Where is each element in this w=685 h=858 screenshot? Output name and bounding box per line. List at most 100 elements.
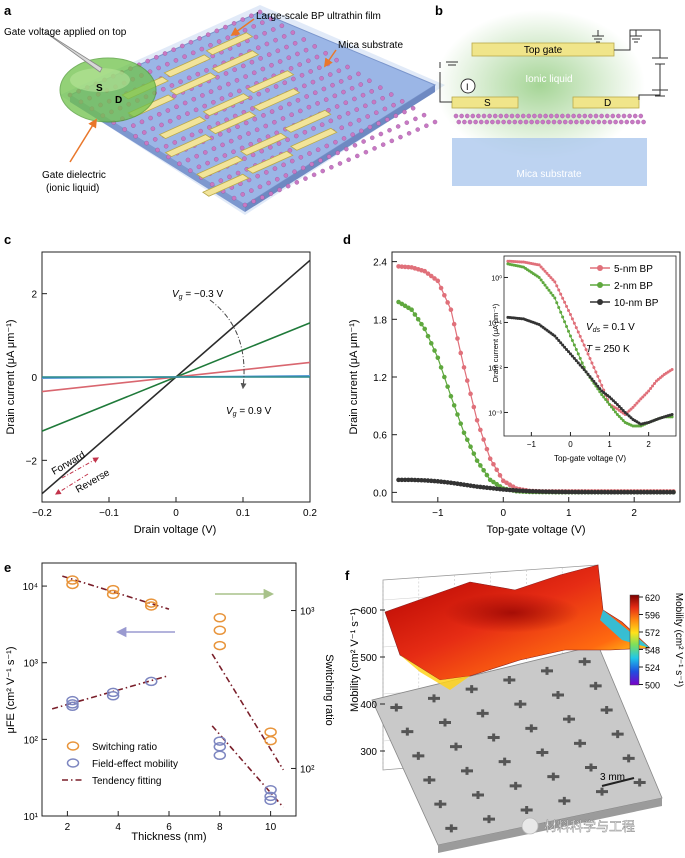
inset-data-point	[598, 379, 602, 383]
legend-label-d: 5-nm BP	[614, 264, 653, 275]
bp-atom	[237, 135, 243, 140]
data-point-d	[438, 285, 444, 291]
data-point-e	[213, 750, 227, 761]
bp-atom	[363, 149, 369, 155]
bp-atom	[520, 113, 526, 119]
inset-data-point	[615, 403, 619, 407]
bp-atom	[453, 113, 459, 119]
bp-atom	[258, 56, 263, 61]
y-tick-label-c: 2	[31, 290, 37, 301]
bp-atom	[315, 101, 320, 106]
vg-top-label: Vg = −0.3 V	[172, 289, 223, 301]
bp-atom	[532, 113, 537, 119]
bp-atom	[232, 67, 237, 72]
bp-atom	[152, 137, 158, 142]
data-point-d	[422, 478, 428, 483]
data-point-d	[589, 489, 594, 495]
bp-atom	[473, 119, 478, 125]
data-point-d	[458, 421, 464, 426]
bp-atom	[161, 86, 166, 92]
bp-atom	[208, 89, 214, 94]
bp-atom	[216, 39, 222, 44]
panel-label-d: d	[343, 232, 351, 247]
bp-atom	[300, 165, 306, 171]
data-point-d	[628, 489, 634, 495]
bp-atom	[602, 119, 607, 125]
bp-atom	[268, 191, 274, 196]
data-point-e	[66, 701, 79, 712]
bp-atom	[154, 55, 159, 60]
bp-atom	[235, 124, 240, 129]
data-point-d	[451, 321, 457, 327]
inset-data-point	[561, 343, 565, 347]
inset-data-point	[559, 310, 563, 314]
bp-atom	[222, 153, 228, 158]
bp-atom	[191, 96, 197, 102]
inset-data-point	[557, 338, 561, 342]
data-point-d	[484, 472, 490, 478]
lines-c	[41, 259, 311, 495]
bp-atom	[306, 58, 311, 64]
bp-atom	[540, 119, 546, 125]
right-ylabel-e: Switching ratio	[323, 654, 335, 726]
colorbar-tick-label: 548	[645, 646, 660, 656]
gate-voltage-label: Gate voltage applied on top	[4, 27, 127, 38]
data-point-d	[514, 488, 519, 493]
inset-data-point	[613, 401, 617, 405]
bp-atom	[319, 76, 324, 81]
y-tick-label-c: 0	[31, 373, 37, 384]
inset-data-point	[649, 387, 653, 391]
bp-atom	[260, 20, 265, 25]
electrode-pad	[205, 32, 254, 56]
inset-data-point	[656, 377, 660, 381]
inset-data-point	[592, 379, 596, 383]
bp-atom	[173, 58, 179, 63]
bp-atom	[251, 198, 256, 204]
data-point-d	[455, 412, 460, 417]
inset-data-point	[653, 382, 656, 386]
inset-x-tick-label: 2	[646, 440, 651, 449]
bp-atom	[297, 62, 302, 67]
bp-atom	[554, 113, 560, 119]
data-point-d	[409, 307, 414, 312]
data-point-d	[399, 477, 405, 483]
data-point-d	[559, 489, 565, 495]
bp-atom	[198, 128, 203, 134]
bp-atom	[217, 85, 222, 91]
inset-data-point	[594, 382, 598, 386]
bp-atom	[255, 173, 260, 179]
bp-atom	[298, 155, 304, 160]
bp-atom	[374, 110, 379, 115]
bp-atom	[534, 119, 540, 125]
inset-data-point	[600, 393, 604, 397]
inset-data-point	[539, 278, 543, 282]
bp-atom	[509, 113, 515, 119]
x-tick-label-d: 0	[500, 508, 506, 519]
bp-atom	[242, 27, 248, 33]
legend-label-e: Tendency fitting	[92, 776, 162, 787]
bp-atom	[195, 71, 201, 77]
bp-atom	[332, 93, 338, 99]
top-gate-label: Top gate	[524, 45, 563, 56]
data-point-d	[654, 489, 660, 495]
data-point-d	[481, 467, 486, 473]
bp-atom	[220, 142, 225, 148]
bp-atom	[228, 92, 233, 98]
bp-atom	[186, 75, 192, 81]
bp-atom	[346, 157, 351, 162]
bp-atom	[410, 106, 416, 111]
data-point-d	[412, 477, 418, 483]
bp-atom	[312, 44, 317, 49]
fits-e	[51, 575, 284, 808]
inset-data-point	[570, 338, 574, 342]
bp-atom	[335, 150, 340, 156]
bp-atom	[506, 119, 512, 125]
bp-atom	[627, 113, 632, 119]
bp-atom	[369, 135, 375, 141]
inset-data-point	[541, 267, 545, 271]
data-point-d	[530, 489, 536, 494]
device-cross	[611, 730, 624, 739]
bp-atom	[347, 75, 353, 80]
bp-atom	[176, 115, 182, 120]
bp-atom	[318, 158, 323, 163]
